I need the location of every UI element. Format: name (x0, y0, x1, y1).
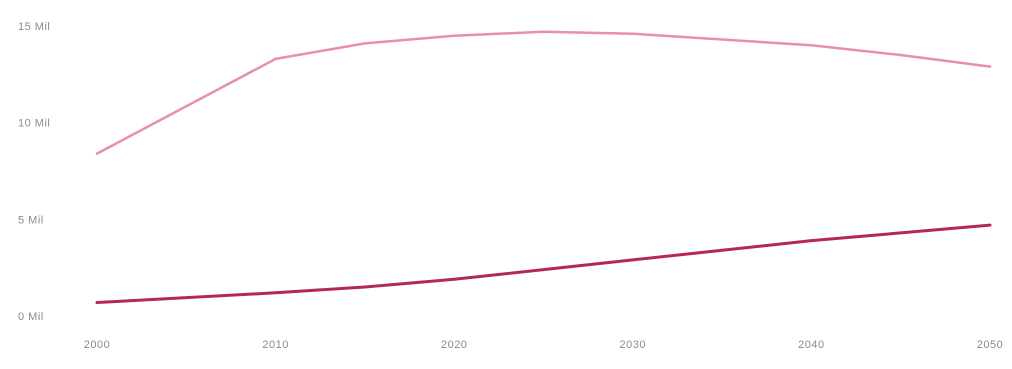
series-1-point (899, 53, 902, 57)
series-line-1 (95, 30, 992, 155)
series-1-point (542, 30, 545, 33)
y-tick-label: 10 Mil (18, 118, 50, 130)
x-axis-ticks: 2000 2010 2020 2030 2040 2050 (84, 339, 1003, 351)
series-2-point (720, 249, 724, 252)
series-1-point (720, 38, 724, 41)
series-2-point (631, 258, 634, 262)
series-2-point (363, 285, 367, 289)
series-1-point (810, 44, 813, 47)
y-tick-label: 5 Mil (18, 214, 44, 226)
y-axis-ticks: 0 Mil 5 Mil 10 Mil 15 Mil (18, 21, 50, 323)
series-2-point (274, 291, 277, 294)
series-2-point (542, 268, 545, 271)
series-1-point (453, 34, 456, 37)
x-tick-label: 2050 (977, 339, 1003, 351)
series-1-point (274, 57, 277, 61)
series-1-point (95, 152, 99, 155)
x-tick-label: 2040 (798, 339, 824, 351)
x-tick-label: 2000 (84, 339, 110, 351)
series-2-point (95, 301, 99, 304)
y-tick-label: 0 Mil (18, 311, 44, 323)
x-tick-label: 2030 (620, 339, 646, 351)
series-2-point (988, 223, 992, 227)
series-1-point (988, 65, 992, 68)
series-layer (95, 30, 992, 304)
series-2-point (453, 278, 456, 281)
series-2-point (810, 239, 813, 242)
x-tick-label: 2010 (262, 339, 288, 351)
series-2-point (899, 231, 902, 235)
y-tick-label: 15 Mil (18, 21, 50, 33)
series-line-2 (95, 223, 992, 304)
series-1-point (363, 42, 367, 45)
x-tick-label: 2020 (441, 339, 467, 351)
series-1-point (631, 32, 634, 35)
